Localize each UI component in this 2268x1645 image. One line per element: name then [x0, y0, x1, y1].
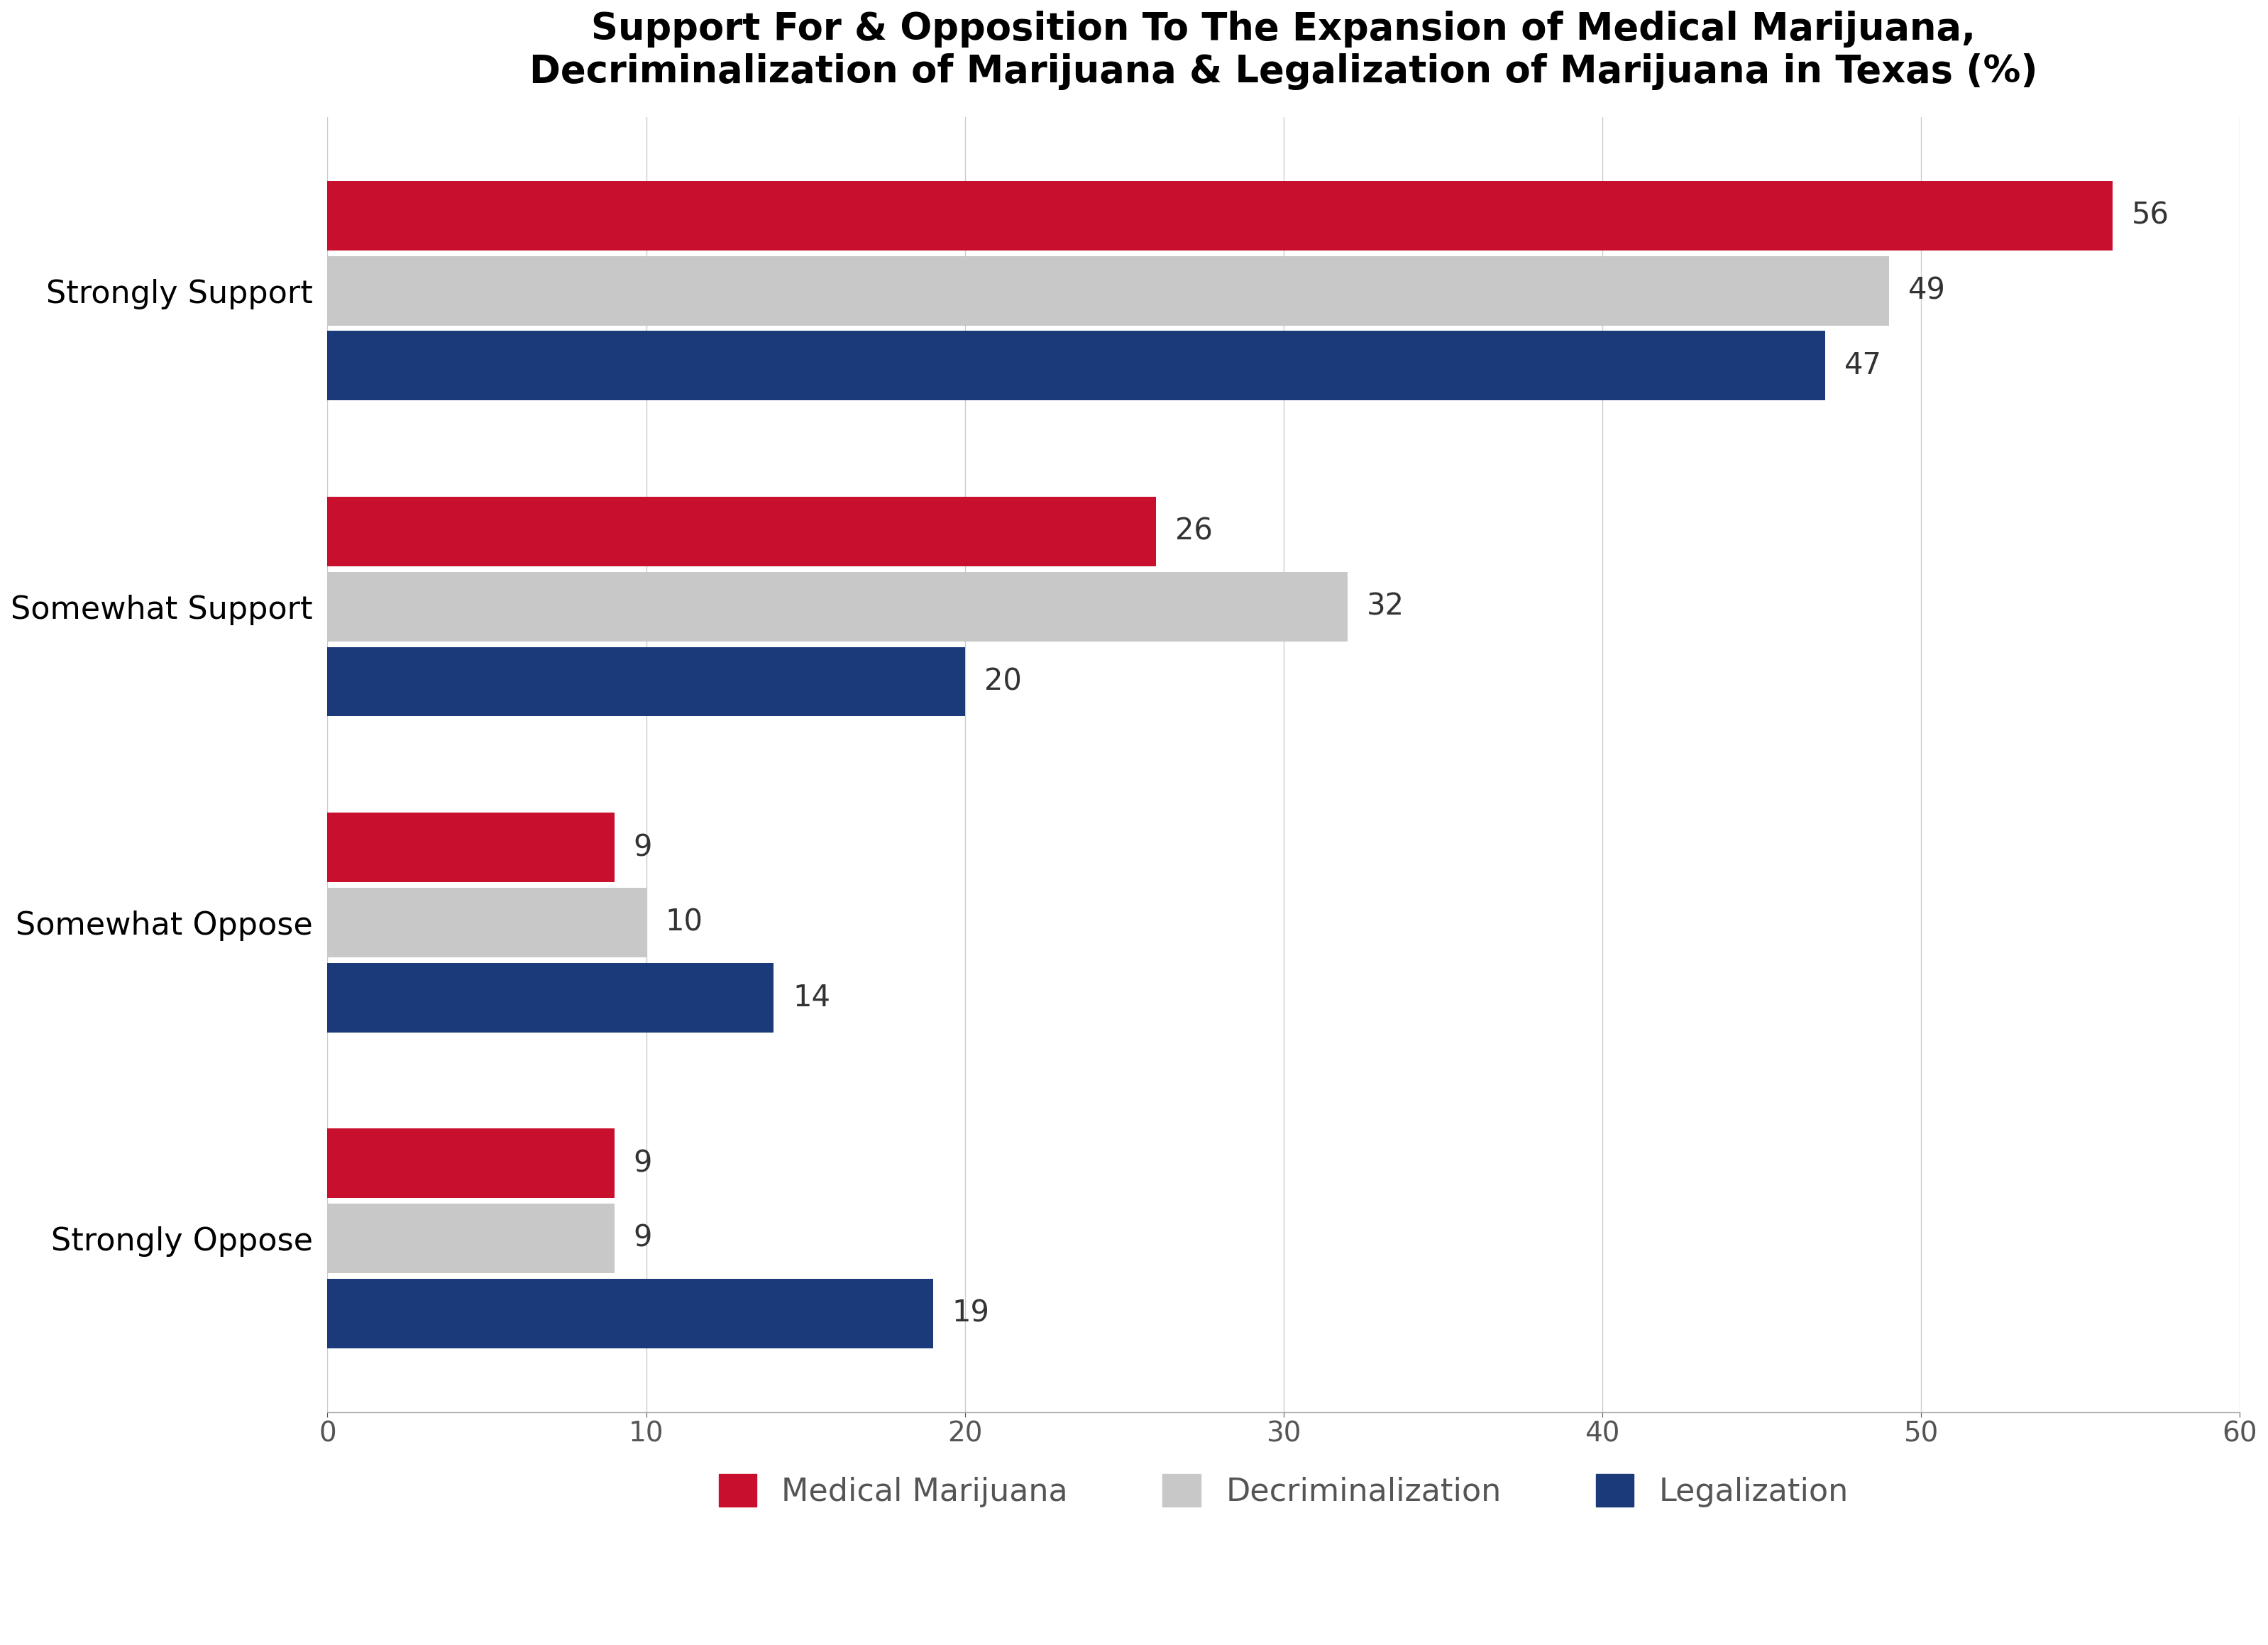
Text: 14: 14: [794, 982, 830, 1012]
Bar: [327, 257, 1889, 326]
Bar: [327, 497, 1157, 566]
Text: 10: 10: [665, 908, 703, 938]
Bar: [327, 813, 615, 882]
Text: 9: 9: [633, 1148, 653, 1178]
Text: 56: 56: [2132, 201, 2168, 230]
Bar: [327, 1204, 615, 1273]
Bar: [327, 1278, 932, 1349]
Bar: [327, 962, 773, 1033]
Text: 19: 19: [953, 1298, 989, 1328]
Bar: [327, 646, 964, 716]
Text: 32: 32: [1368, 592, 1404, 622]
Text: 9: 9: [633, 1224, 653, 1253]
Text: 20: 20: [984, 666, 1021, 696]
Bar: [327, 331, 1826, 400]
Text: 26: 26: [1175, 517, 1213, 546]
Text: 9: 9: [633, 832, 653, 862]
Text: 47: 47: [1844, 350, 1882, 380]
Bar: [327, 572, 1347, 642]
Title: Support For & Opposition To The Expansion of Medical Marijuana,
Decriminalizatio: Support For & Opposition To The Expansio…: [528, 10, 2037, 90]
Bar: [327, 181, 2112, 250]
Bar: [327, 1128, 615, 1198]
Text: 49: 49: [1907, 276, 1946, 306]
Bar: [327, 888, 646, 957]
Legend: Medical Marijuana, Decriminalization, Legalization: Medical Marijuana, Decriminalization, Le…: [687, 1443, 1880, 1538]
